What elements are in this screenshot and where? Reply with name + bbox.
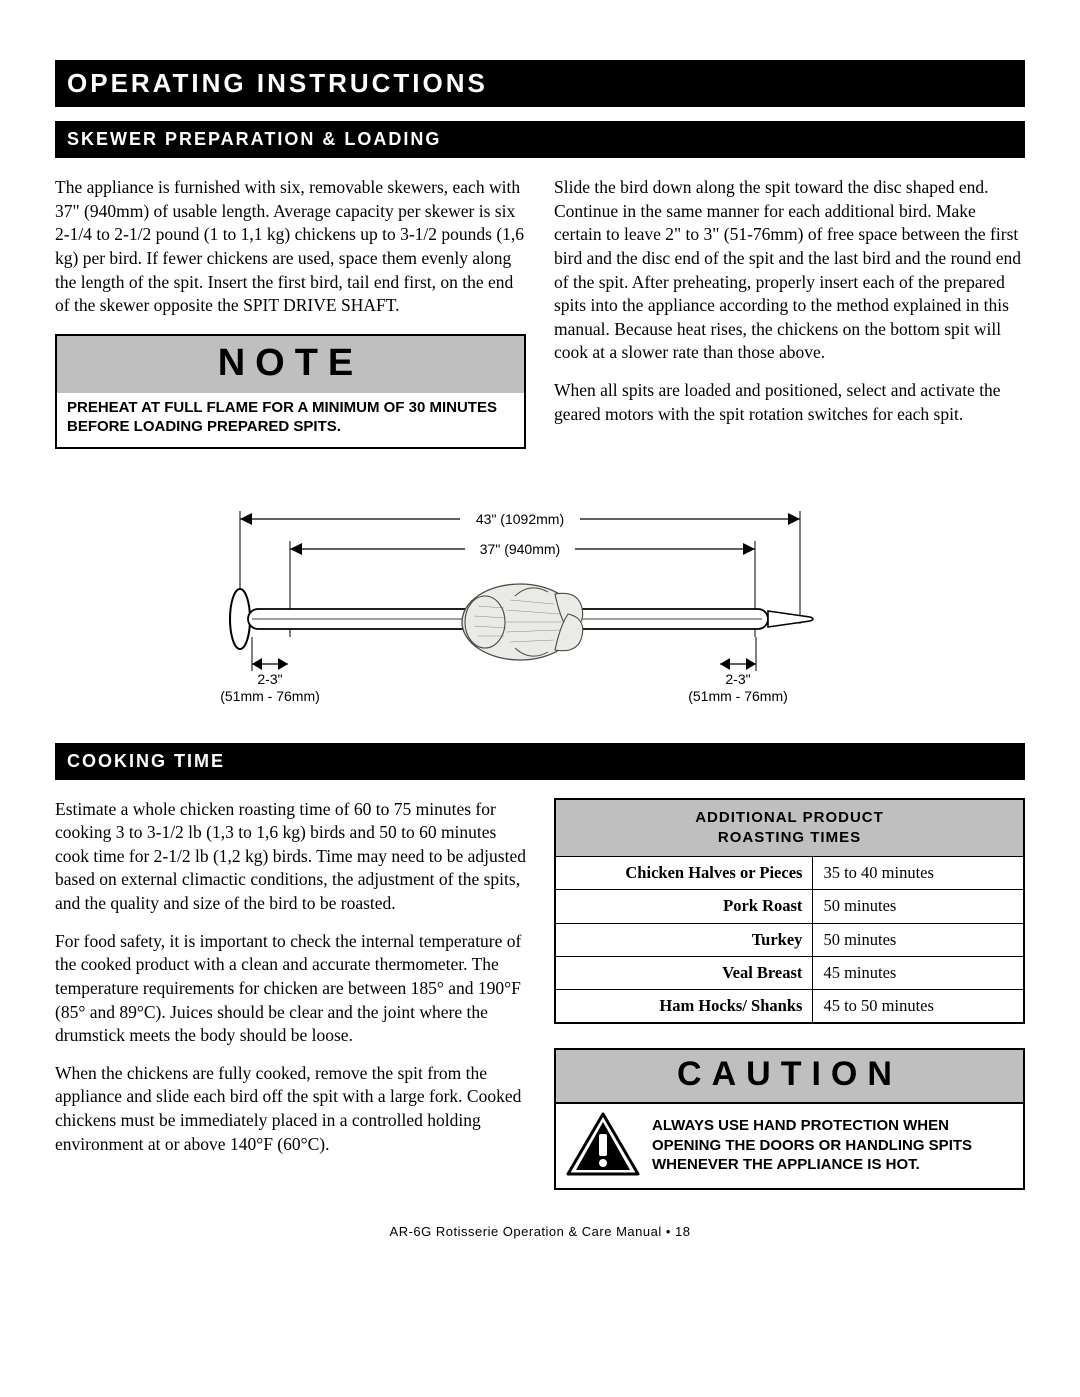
skewer-col-left: The appliance is furnished with six, rem… [55, 176, 526, 449]
skewer-svg: 43" (1092mm) 37" (940mm) [160, 489, 920, 719]
table-row: Chicken Halves or Pieces 35 to 40 minute… [555, 857, 1024, 890]
cooking-columns: Estimate a whole chicken roasting time o… [55, 798, 1025, 1191]
cooking-p2: For food safety, it is important to chec… [55, 930, 526, 1048]
roasting-times-table: ADDITIONAL PRODUCT ROASTING TIMES Chicke… [554, 798, 1025, 1025]
skewer-columns: The appliance is furnished with six, rem… [55, 176, 1025, 449]
cooking-p3: When the chickens are fully cooked, remo… [55, 1062, 526, 1157]
roast-name: Turkey [555, 923, 813, 956]
note-body: PREHEAT AT FULL FLAME FOR A MINIMUM OF 3… [57, 393, 524, 447]
caution-text: ALWAYS USE HAND PROTECTION WHEN OPENING … [652, 1116, 1013, 1175]
cooking-col-right: ADDITIONAL PRODUCT ROASTING TIMES Chicke… [554, 798, 1025, 1191]
note-title: NOTE [57, 336, 524, 393]
skewer-left-p1: The appliance is furnished with six, rem… [55, 176, 526, 318]
table-row: Pork Roast 50 minutes [555, 890, 1024, 923]
heading-skewer-prep: SKEWER PREPARATION & LOADING [55, 121, 1025, 158]
dim-overall: 43" (1092mm) [476, 511, 564, 527]
dim-usable: 37" (940mm) [480, 541, 560, 557]
caution-box: CAUTION ALWAYS USE HAND PROTECTION WHEN … [554, 1048, 1025, 1190]
page-footer: AR-6G Rotisserie Operation & Care Manual… [55, 1224, 1025, 1239]
warning-triangle-icon [566, 1112, 640, 1178]
roast-time: 45 minutes [813, 956, 1024, 989]
caution-title: CAUTION [556, 1050, 1023, 1104]
table-row: Veal Breast 45 minutes [555, 956, 1024, 989]
table-row: Ham Hocks/ Shanks 45 to 50 minutes [555, 990, 1024, 1024]
skewer-diagram: 43" (1092mm) 37" (940mm) [55, 489, 1025, 719]
roast-time: 50 minutes [813, 890, 1024, 923]
heading-operating-instructions: OPERATING INSTRUCTIONS [55, 60, 1025, 107]
roast-time: 35 to 40 minutes [813, 857, 1024, 890]
cooking-col-left: Estimate a whole chicken roasting time o… [55, 798, 526, 1191]
table-row: Turkey 50 minutes [555, 923, 1024, 956]
dim-left-gap-b: (51mm - 76mm) [220, 688, 320, 704]
roasting-table-header: ADDITIONAL PRODUCT ROASTING TIMES [555, 799, 1024, 857]
cooking-p1: Estimate a whole chicken roasting time o… [55, 798, 526, 916]
dim-right-gap-b: (51mm - 76mm) [688, 688, 788, 704]
roast-name: Ham Hocks/ Shanks [555, 990, 813, 1024]
skewer-col-right: Slide the bird down along the spit towar… [554, 176, 1025, 449]
roast-time: 50 minutes [813, 923, 1024, 956]
table-header-l2: ROASTING TIMES [718, 829, 861, 846]
heading-cooking-time: COOKING TIME [55, 743, 1025, 780]
roast-name: Veal Breast [555, 956, 813, 989]
manual-page: OPERATING INSTRUCTIONS SKEWER PREPARATIO… [0, 0, 1080, 1269]
dim-right-gap-a: 2-3" [725, 671, 750, 687]
table-header-l1: ADDITIONAL PRODUCT [695, 809, 884, 826]
chicken-icon [462, 584, 583, 660]
dim-left-gap-a: 2-3" [257, 671, 282, 687]
roast-name: Pork Roast [555, 890, 813, 923]
skewer-right-p2: When all spits are loaded and positioned… [554, 379, 1025, 426]
note-box: NOTE PREHEAT AT FULL FLAME FOR A MINIMUM… [55, 334, 526, 449]
skewer-right-p1: Slide the bird down along the spit towar… [554, 176, 1025, 365]
roast-time: 45 to 50 minutes [813, 990, 1024, 1024]
roast-name: Chicken Halves or Pieces [555, 857, 813, 890]
